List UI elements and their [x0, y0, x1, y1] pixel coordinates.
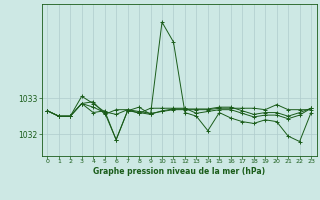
X-axis label: Graphe pression niveau de la mer (hPa): Graphe pression niveau de la mer (hPa) [93, 167, 265, 176]
